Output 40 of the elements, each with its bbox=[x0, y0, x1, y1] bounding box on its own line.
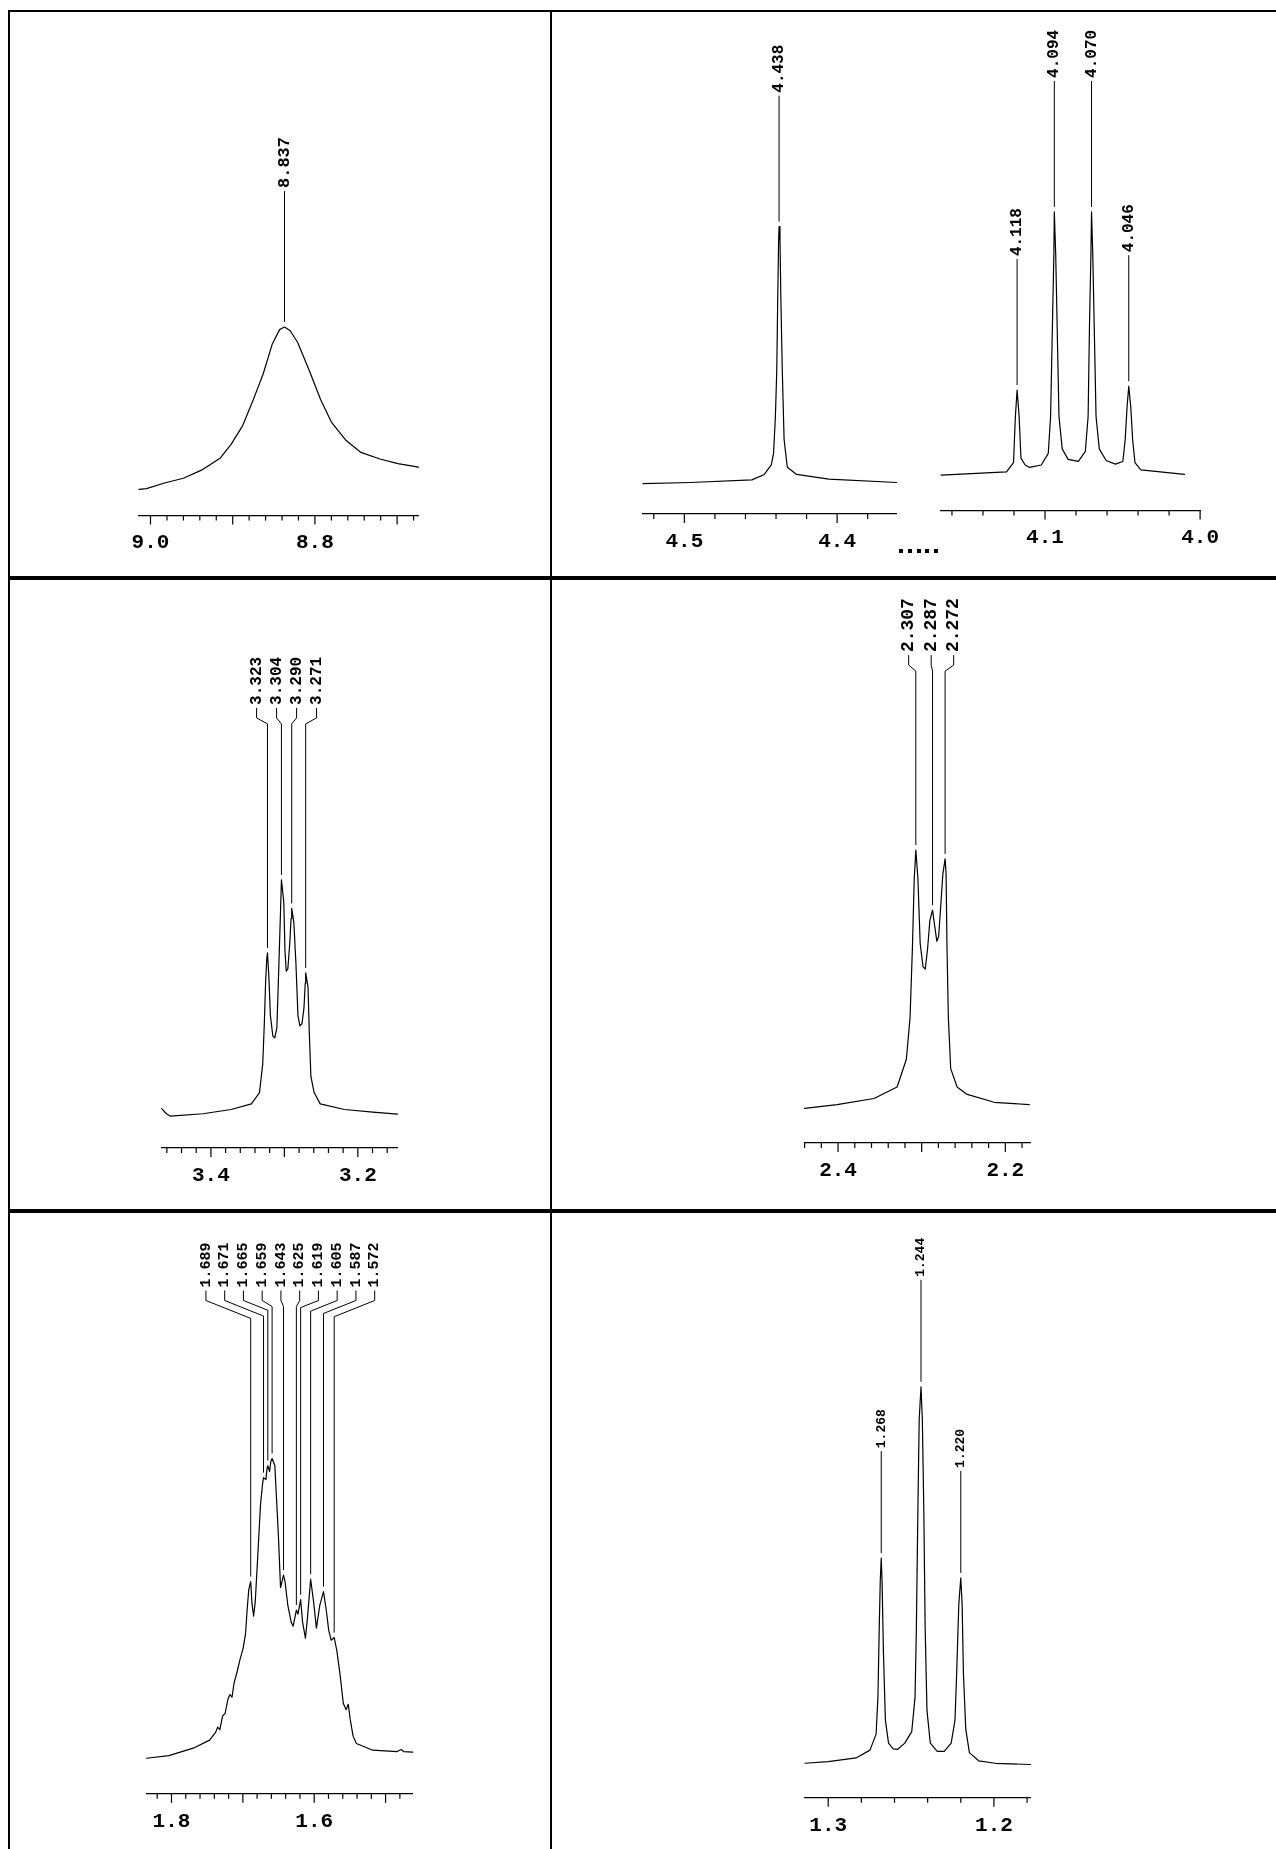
annotation: 1.619 bbox=[310, 1242, 328, 1288]
annotation: 4.046 bbox=[1119, 204, 1138, 253]
annotation: 1.689 bbox=[197, 1242, 215, 1288]
x-tick-label: 4.5 bbox=[665, 530, 704, 553]
annotation: 4.118 bbox=[1008, 208, 1027, 257]
annotation: 2.287 bbox=[920, 598, 941, 653]
x-tick-label: 2.4 bbox=[819, 1158, 857, 1182]
annotation: 1.665 bbox=[235, 1242, 253, 1288]
annotation: 8.837 bbox=[274, 136, 294, 188]
annotation: 1.605 bbox=[328, 1242, 346, 1288]
x-tick-label: 3.2 bbox=[338, 1164, 377, 1187]
x-tick-label: 1.8 bbox=[152, 1809, 191, 1833]
annotation: 3.290 bbox=[287, 656, 306, 705]
annotation: 3.271 bbox=[307, 656, 326, 705]
annotation: 1.625 bbox=[291, 1242, 309, 1288]
annotation: 1.220 bbox=[953, 1428, 969, 1468]
annotation: 1.244 bbox=[913, 1237, 929, 1277]
annotation: 1.671 bbox=[216, 1242, 234, 1288]
x-tick-label: 4.0 bbox=[1181, 526, 1220, 550]
x-tick-label: 4.4 bbox=[818, 530, 857, 553]
x-tick-label: 1.2 bbox=[975, 1813, 1013, 1837]
x-tick-label: 1.6 bbox=[295, 1809, 334, 1833]
annotation: 1.659 bbox=[253, 1242, 271, 1288]
x-tick-label: 8.8 bbox=[296, 531, 334, 555]
annotation: 4.094 bbox=[1045, 29, 1064, 78]
annotation: 1.268 bbox=[873, 1408, 889, 1449]
annotation: 2.272 bbox=[943, 598, 964, 653]
annotation: 2.307 bbox=[898, 598, 919, 653]
annotation: 3.304 bbox=[267, 656, 286, 705]
annotation: 4.438 bbox=[770, 44, 789, 93]
annotation: 3.323 bbox=[247, 656, 266, 705]
x-tick-label: 9.0 bbox=[131, 531, 170, 555]
x-tick-label: 1.3 bbox=[809, 1813, 848, 1837]
x-tick-label: 4.1 bbox=[1026, 526, 1064, 550]
x-tick-label: 3.4 bbox=[192, 1164, 230, 1187]
annotation: 1.572 bbox=[366, 1242, 384, 1288]
annotation: 4.070 bbox=[1082, 29, 1101, 78]
annotation: 1.643 bbox=[272, 1242, 290, 1288]
annotation: 1.587 bbox=[347, 1242, 365, 1288]
x-tick-label: 2.2 bbox=[986, 1158, 1025, 1182]
